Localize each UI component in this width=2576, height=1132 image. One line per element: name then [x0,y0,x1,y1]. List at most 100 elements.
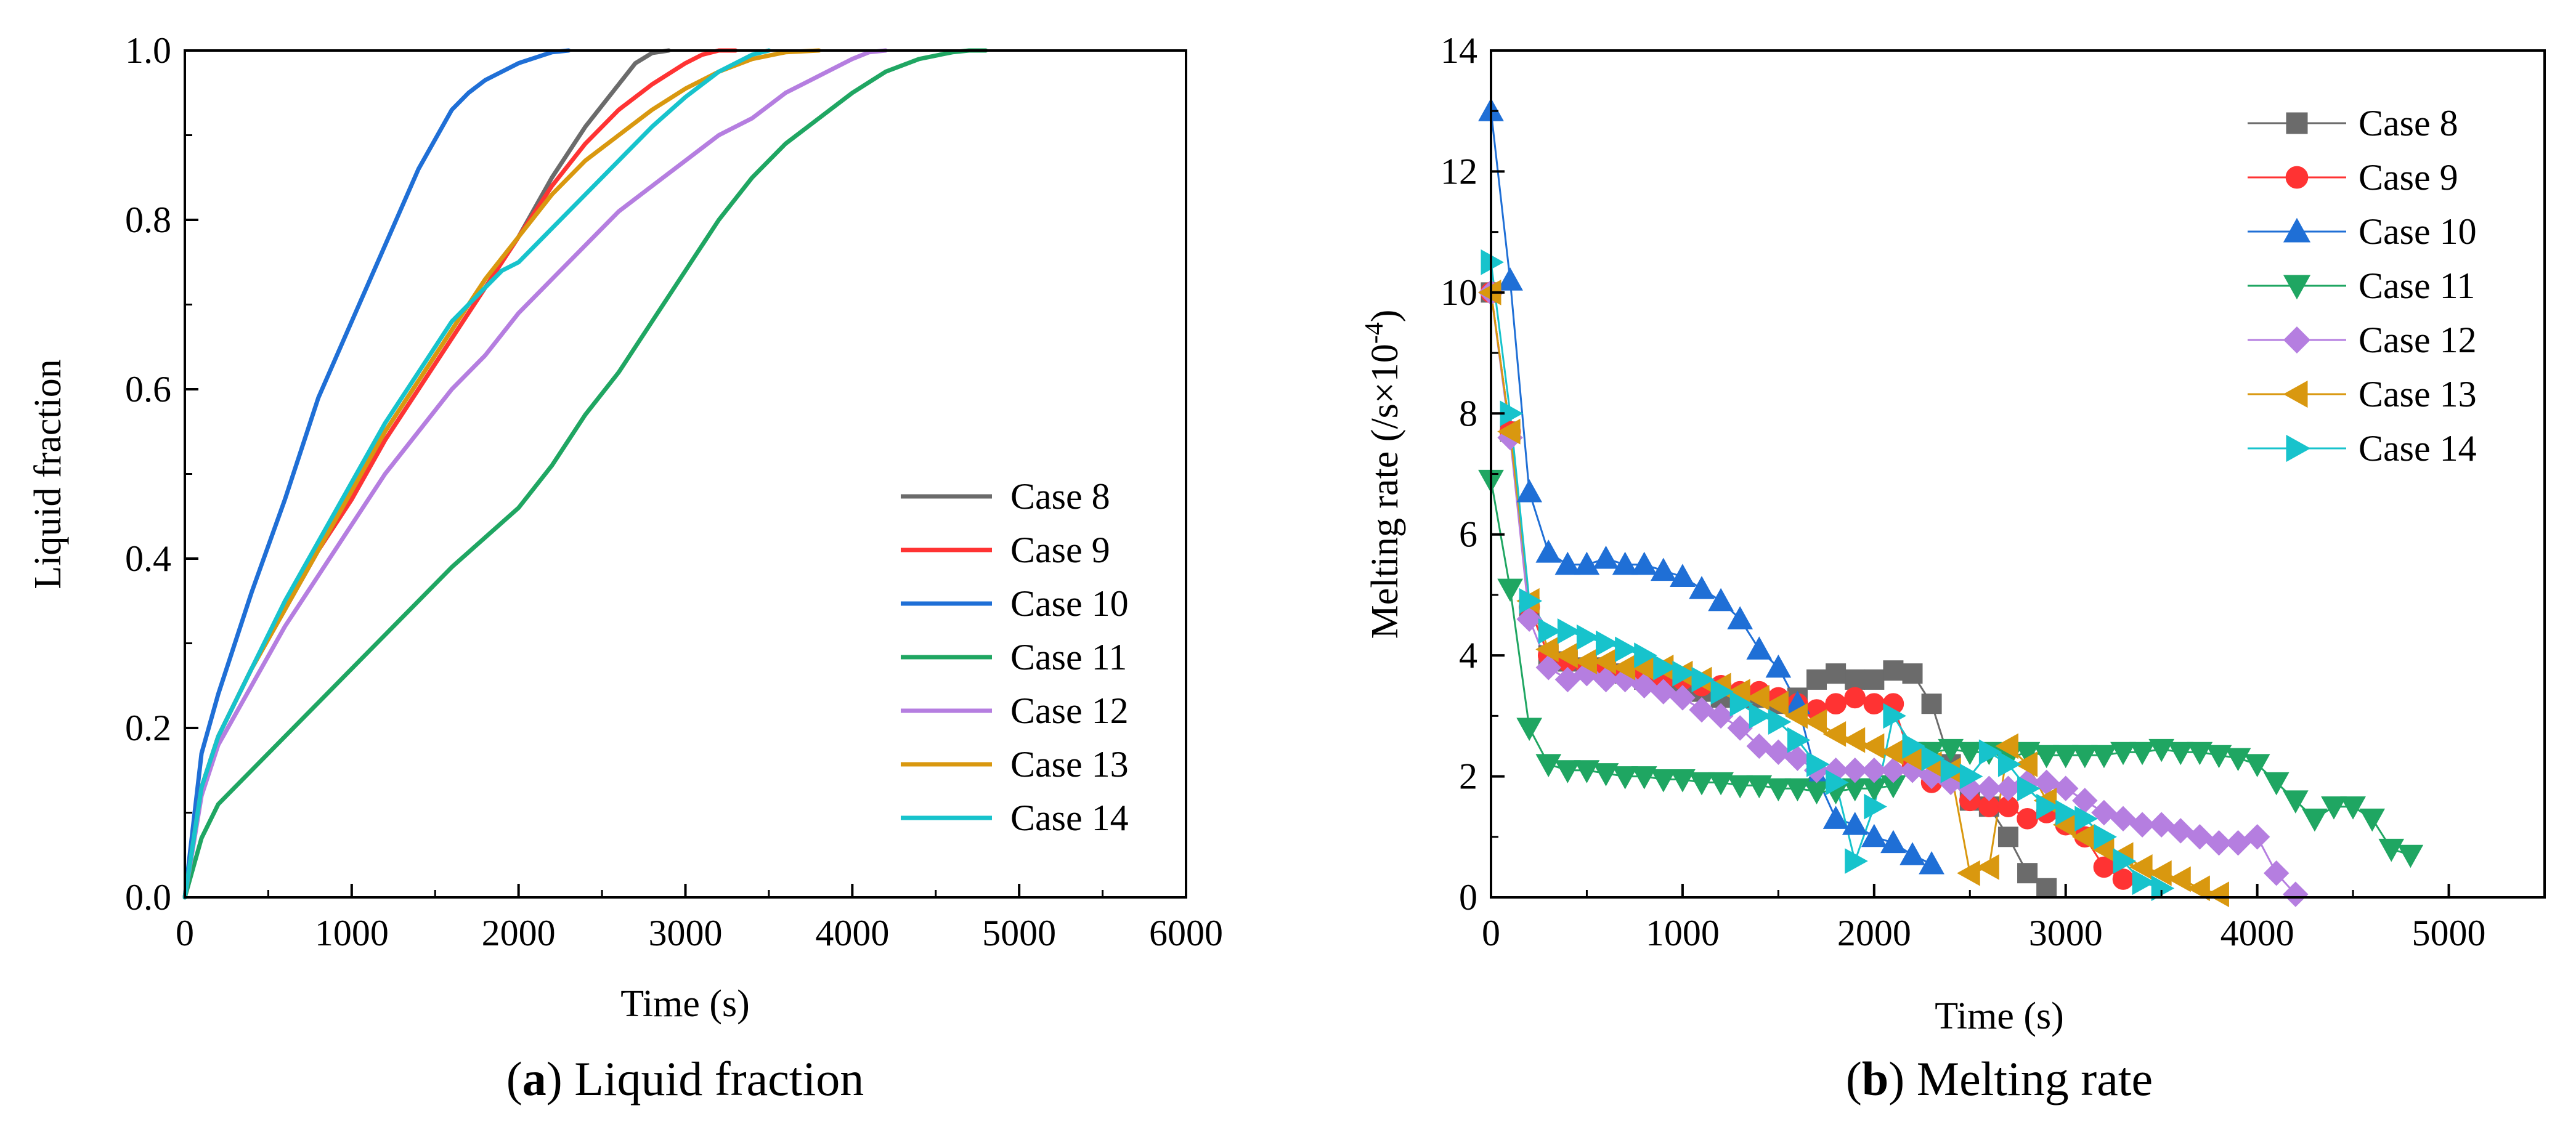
legend-marker-case-14 [2286,434,2311,463]
data-point-case-14 [1921,745,1945,771]
x-tick-label: 5000 [2412,913,2486,953]
data-point-case-14 [1576,624,1600,650]
data-point-case-14 [1959,763,1983,790]
legend-marker-case-10 [2283,217,2311,243]
data-point-case-14 [1864,793,1887,820]
data-point-case-10 [1554,551,1581,575]
data-point-case-12 [2225,830,2251,856]
data-point-case-11 [1938,738,1964,762]
data-point-case-10 [1822,806,1849,829]
data-point-case-12 [1651,679,1676,705]
data-point-case-11 [1612,766,1638,790]
data-point-case-14 [1787,727,1811,753]
data-point-case-14 [1940,757,1964,783]
data-point-case-13 [1784,703,1808,729]
data-point-case-13 [2206,881,2229,907]
data-point-case-12 [1995,775,2021,801]
data-point-case-12 [1593,666,1619,693]
data-point-case-12 [2244,824,2270,850]
data-point-case-11 [2359,808,2386,832]
data-point-case-14 [2094,823,2117,850]
data-point-case-11 [2321,796,2347,820]
data-point-case-10 [1497,267,1523,291]
data-point-case-11 [2033,745,2060,769]
legend-label-case-11: Case 11 [2359,265,2475,306]
data-point-case-11 [1708,772,1734,796]
data-point-case-12 [2091,799,2117,826]
data-point-case-12 [2283,881,2309,907]
data-point-case-11 [1957,742,1983,766]
y-axis-label-b: Melting rate (/s×10-4) [1360,310,1406,639]
data-point-case-13 [2014,751,2038,777]
data-point-case-13 [1822,721,1847,747]
data-point-case-10 [1842,812,1868,835]
data-point-case-10 [1650,557,1676,581]
y-axis-label-a: Liquid fraction [27,359,69,589]
x-tick-label: 0 [176,913,194,953]
x-tick-label: 2000 [1837,913,1911,953]
caption-b-letter: b [1862,1052,1888,1106]
legend-label-case-14: Case 14 [2359,428,2477,469]
data-point-case-11 [1765,778,1792,802]
series-line-case-10 [1490,111,1932,865]
data-point-case-13 [2168,866,2191,892]
data-point-case-10 [1612,551,1638,575]
melting-rate-axes: 0 1000 2000 3000 4000 5000 0 2 4 6 8 10 12 14 [1440,30,2486,953]
data-point-case-13 [1976,854,1999,880]
y-tick-label: 4 [1459,635,1477,676]
data-point-case-13 [1957,860,1980,886]
data-point-case-12 [1842,758,1868,783]
data-point-case-11 [2014,742,2041,766]
caption-b: (b) Melting rate [1846,1052,2153,1106]
data-point-case-12 [1516,606,1542,632]
legend-marker-case-9 [2285,166,2309,189]
data-point-case-12 [2187,824,2213,850]
x-tick-label: 0 [1482,913,1500,953]
data-point-case-12 [1976,775,2002,801]
data-point-case-12 [1861,758,1887,783]
data-point-case-10 [1708,588,1734,612]
y-axis-label-b-end: ) [1364,310,1406,323]
series-line-case-9 [182,48,738,900]
data-point-case-10 [1880,830,1906,854]
data-point-case-14 [1749,703,1773,729]
data-point-case-14 [1634,642,1657,668]
data-point-case-14 [1768,709,1792,735]
x-tick-label: 3000 [2029,913,2103,953]
series-line-case-13 [182,48,821,900]
data-point-case-14 [1845,848,1868,874]
y-tick-label: 0.4 [125,538,171,579]
data-point-case-10 [1631,551,1657,575]
data-point-case-11 [2091,745,2117,769]
data-point-case-11 [2187,742,2213,766]
y-tick-label: 0.6 [125,369,171,410]
data-point-case-11 [1650,769,1676,793]
data-point-case-12 [1727,715,1753,741]
data-point-case-12 [1708,703,1734,729]
x-tick-label: 1000 [1646,913,1720,953]
data-point-case-12 [1535,655,1561,681]
data-point-case-11 [2244,754,2270,777]
data-point-case-14 [2036,793,2060,820]
x-tick-label: 4000 [2220,913,2294,953]
data-point-case-14 [1653,654,1676,681]
liquid-fraction-series-group [182,48,988,900]
y-tick-label: 8 [1459,393,1477,434]
x-tick-label: 3000 [649,913,723,953]
data-point-case-10 [1689,576,1715,599]
data-point-case-11 [2302,808,2328,832]
y-tick-label: 12 [1440,151,1477,192]
legend-label-case-9: Case 9 [2359,157,2458,198]
data-point-case-8 [2036,878,2057,899]
x-tick-label: 6000 [1149,913,1223,953]
data-point-case-10 [1516,479,1543,503]
data-point-case-11 [2340,796,2366,820]
data-point-case-11 [1554,760,1581,783]
data-point-case-12 [2129,812,2155,838]
data-point-case-12 [1689,697,1715,723]
series-line-case-11 [182,48,988,900]
data-point-case-13 [2129,854,2153,880]
legend-marker-case-8 [2286,112,2308,134]
data-point-case-12 [2053,775,2079,801]
